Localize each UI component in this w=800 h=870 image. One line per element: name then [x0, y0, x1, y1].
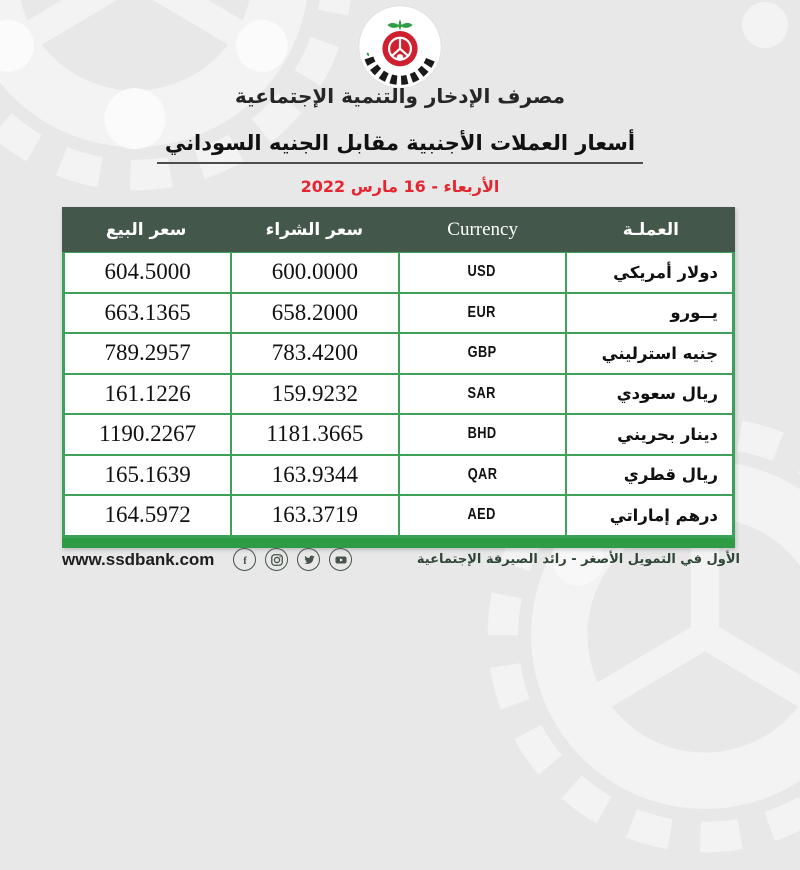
header-currency-name: العملـة [622, 219, 679, 240]
currency-code-cell: GBP [398, 333, 566, 374]
currency-code-cell: EUR [398, 292, 566, 333]
exchange-rates-table: العملـة Currency سعر الشراء سعر البيع دو… [62, 207, 735, 548]
buy-rate-cell: 783.4200 [231, 333, 399, 374]
buy-rate-cell: 159.9232 [231, 373, 399, 414]
website-url[interactable]: www.ssdbank.com [62, 549, 215, 569]
rates-date: الأربعاء - 16 مارس 2022 [300, 177, 500, 196]
currency-name-cell: ريال سعودي [565, 373, 733, 414]
currency-code-cell: SAR [398, 373, 566, 414]
bank-name: مصرف الإدخار والتنمية الإجتماعية [234, 84, 566, 108]
sell-rate-cell: 663.1365 [64, 292, 232, 333]
buy-rate-cell: 658.2000 [231, 292, 399, 333]
header-sell-rate: سعر البيع [105, 219, 187, 240]
currency-name-cell: يــورو [565, 292, 733, 333]
table-header-row: العملـة Currency سعر الشراء سعر البيع [62, 207, 735, 252]
sell-rate-cell: 604.5000 [64, 252, 232, 293]
facebook-icon[interactable]: f [233, 548, 257, 571]
buy-rate-cell: 600.0000 [231, 252, 399, 293]
sell-rate-cell: 1190.2267 [64, 414, 232, 455]
page-title: أسعار العملات الأجنبية مقابل الجنيه السو… [156, 131, 644, 164]
bank-tagline: الأول في التمويل الأصغر - رائد الصيرفة ا… [416, 552, 740, 567]
sell-rate-cell: 165.1639 [64, 454, 232, 495]
currency-name-cell: ريال قطري [565, 454, 733, 495]
currency-code-cell: QAR [398, 454, 566, 495]
currency-code-cell: BHD [398, 414, 566, 455]
currency-name-cell: جنيه استرليني [565, 333, 733, 374]
currency-name-cell: دينار بحريني [565, 414, 733, 455]
youtube-icon[interactable] [329, 548, 353, 571]
rates-body: دولار أمريكي USD 600.0000 604.5000 يــور… [62, 252, 735, 538]
sell-rate-cell: 161.1226 [64, 373, 232, 414]
table-bottom-bar [62, 537, 735, 548]
instagram-icon[interactable] [265, 548, 289, 571]
buy-rate-cell: 1181.3665 [231, 414, 399, 455]
svg-text:f: f [243, 555, 247, 566]
twitter-icon[interactable] [297, 548, 321, 571]
header-buy-rate: سعر الشراء [265, 219, 364, 240]
currency-code-cell: USD [398, 252, 566, 293]
currency-code-cell: AED [398, 495, 566, 536]
currency-name-cell: دولار أمريكي [565, 252, 733, 293]
sell-rate-cell: 164.5972 [64, 495, 232, 536]
header-currency-code: Currency [447, 218, 518, 240]
watermark-dot [742, 2, 788, 48]
sell-rate-cell: 789.2957 [64, 333, 232, 374]
buy-rate-cell: 163.9344 [231, 454, 399, 495]
logo-leaf [387, 22, 413, 28]
currency-name-cell: درهم إماراتي [565, 495, 733, 536]
bank-logo: مصرف الإدخار والتنمية الإجتماعية [358, 5, 442, 89]
buy-rate-cell: 163.3719 [231, 495, 399, 536]
